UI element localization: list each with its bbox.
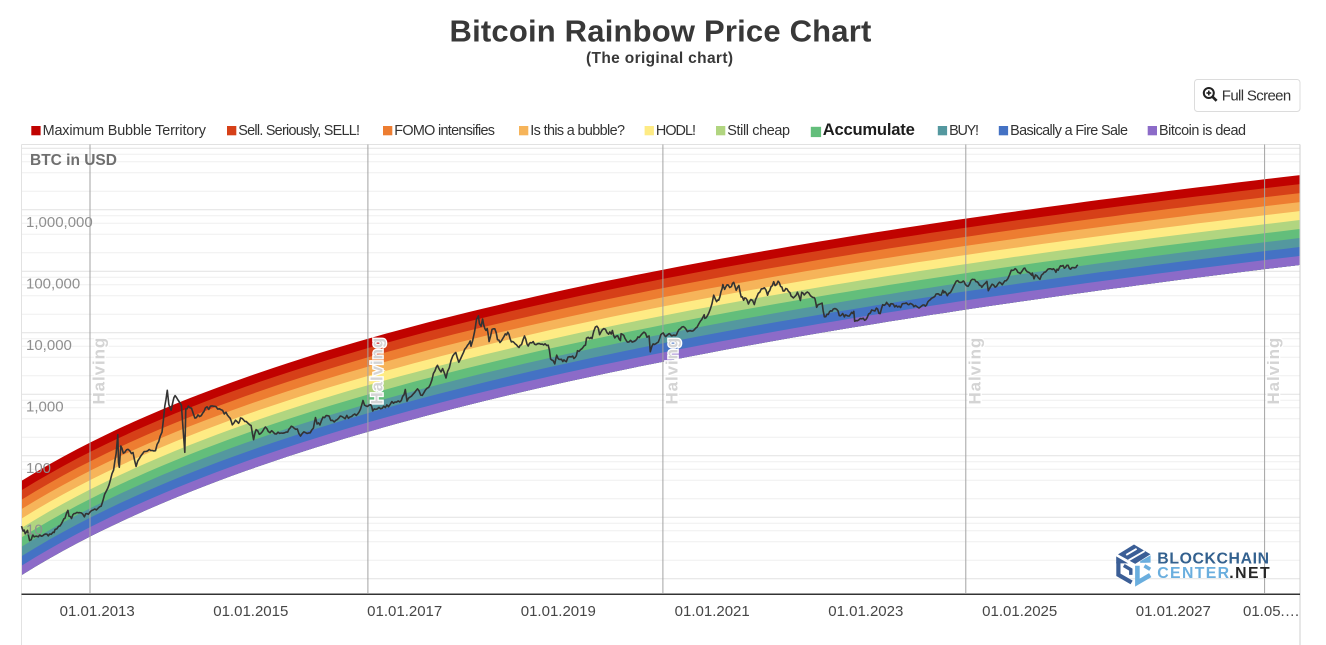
svg-text:Halving: Halving xyxy=(965,337,984,405)
svg-text:Bitcoin is dead: Bitcoin is dead xyxy=(1159,123,1246,139)
svg-text:.NET: .NET xyxy=(1229,565,1270,582)
svg-text:01.01.2023: 01.01.2023 xyxy=(828,603,903,620)
svg-text:01.01.2013: 01.01.2013 xyxy=(60,603,135,620)
svg-text:Bitcoin Rainbow Price Chart: Bitcoin Rainbow Price Chart xyxy=(450,14,872,49)
svg-text:Halving: Halving xyxy=(662,337,681,405)
svg-text:10,000: 10,000 xyxy=(26,337,72,354)
svg-text:01.01.2027: 01.01.2027 xyxy=(1136,603,1211,620)
svg-text:Is this a bubble?: Is this a bubble? xyxy=(530,123,625,139)
svg-text:FOMO intensifies: FOMO intensifies xyxy=(394,123,495,139)
svg-text:Maximum Bubble Territory: Maximum Bubble Territory xyxy=(43,123,207,139)
svg-text:Halving: Halving xyxy=(90,337,109,405)
svg-text:1,000,000: 1,000,000 xyxy=(26,214,93,231)
svg-text:100,000: 100,000 xyxy=(26,276,80,293)
svg-text:HODL!: HODL! xyxy=(656,123,696,139)
svg-text:BLOCKCHAIN: BLOCKCHAIN xyxy=(1157,551,1269,568)
svg-text:01.01.2017: 01.01.2017 xyxy=(367,603,442,620)
svg-text:1,000: 1,000 xyxy=(26,399,64,416)
svg-text:01.05.…: 01.05.… xyxy=(1243,603,1300,620)
svg-text:Full Screen: Full Screen xyxy=(1222,88,1291,105)
svg-text:Accumulate: Accumulate xyxy=(823,120,915,139)
svg-text:BTC in USD: BTC in USD xyxy=(30,152,117,169)
svg-text:Halving: Halving xyxy=(1264,337,1283,405)
svg-text:Still cheap: Still cheap xyxy=(727,123,790,139)
svg-text:01.01.2025: 01.01.2025 xyxy=(982,603,1057,620)
svg-text:01.01.2015: 01.01.2015 xyxy=(213,603,288,620)
svg-text:(The original chart): (The original chart) xyxy=(586,50,733,67)
svg-text:CENTER: CENTER xyxy=(1157,565,1229,582)
svg-text:Basically a Fire Sale: Basically a Fire Sale xyxy=(1010,123,1128,139)
svg-text:01.01.2019: 01.01.2019 xyxy=(521,603,596,620)
svg-text:100: 100 xyxy=(26,460,51,477)
svg-text:01.01.2021: 01.01.2021 xyxy=(675,603,750,620)
svg-text:10: 10 xyxy=(26,522,43,539)
svg-text:Sell. Seriously, SELL!: Sell. Seriously, SELL! xyxy=(238,123,360,139)
svg-text:Halving: Halving xyxy=(367,337,386,405)
svg-text:BUY!: BUY! xyxy=(949,123,979,139)
